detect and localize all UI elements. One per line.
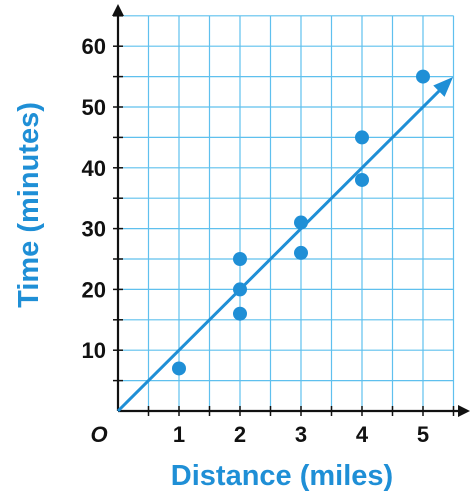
y-tick-label: 60 — [82, 34, 106, 59]
data-points — [172, 69, 430, 376]
trend-line — [116, 81, 449, 413]
x-tick-label: 4 — [356, 422, 369, 447]
y-tick-label: 50 — [82, 95, 106, 120]
y-tick-label: 30 — [82, 217, 106, 242]
x-tick-label: 2 — [234, 422, 246, 447]
data-point — [355, 172, 369, 187]
data-point — [172, 361, 186, 376]
x-tick-label: 5 — [417, 422, 429, 447]
axes — [112, 4, 470, 417]
tick-labels: 1 2 3 4 5 10 20 30 40 50 60 — [82, 34, 430, 447]
data-point — [233, 252, 247, 266]
y-axis-arrowhead — [112, 4, 124, 16]
data-point — [294, 215, 308, 230]
data-point — [294, 245, 308, 260]
trend-line-group — [116, 77, 454, 413]
y-tick-label: 20 — [82, 277, 106, 302]
data-point — [233, 306, 247, 321]
trend-line-arrowhead — [433, 77, 454, 97]
y-tick-label: 40 — [82, 156, 106, 181]
x-tick-label: 1 — [173, 422, 185, 447]
grid — [118, 15, 455, 411]
x-axis-title: Distance (miles) — [171, 460, 393, 492]
data-point — [355, 130, 369, 145]
data-point — [416, 69, 430, 84]
x-tick-label: 3 — [295, 422, 307, 447]
y-tick-label: 10 — [82, 338, 106, 363]
data-point — [233, 282, 247, 297]
origin-label: O — [90, 422, 107, 447]
y-axis-title: Time (minutes) — [13, 102, 45, 308]
x-axis-arrowhead — [458, 405, 470, 417]
